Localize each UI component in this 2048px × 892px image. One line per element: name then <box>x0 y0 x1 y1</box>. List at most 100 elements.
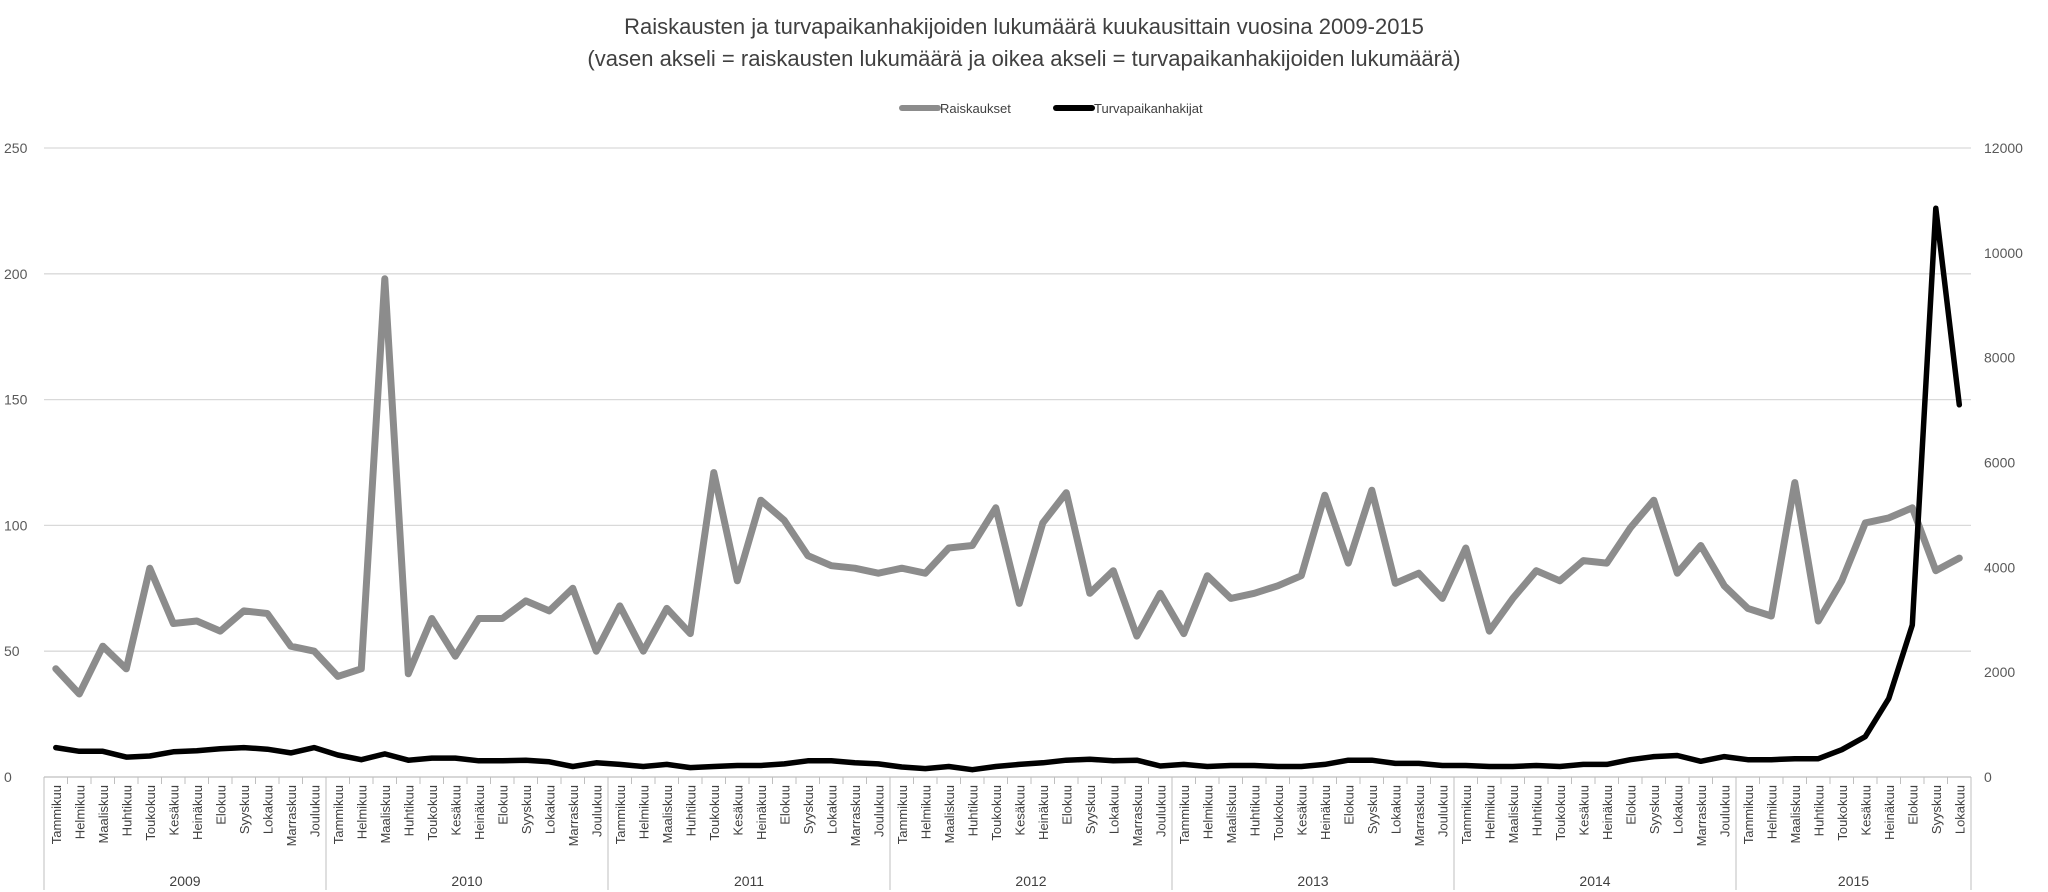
x-month-label: Tammikuu <box>49 785 64 844</box>
x-month-label: Tammikuu <box>613 785 628 844</box>
x-month-label: Helmikuu <box>636 785 651 839</box>
x-month-label: Heinäkuu <box>190 785 205 840</box>
x-month-label: Helmikuu <box>918 785 933 839</box>
y-right-tick-label: 8000 <box>1984 350 2015 366</box>
x-year-label: 2015 <box>1838 873 1869 889</box>
x-month-label: Helmikuu <box>72 785 87 839</box>
x-month-label: Syyskuu <box>1929 785 1944 834</box>
y-right-tick-label: 10000 <box>1984 245 2023 261</box>
x-month-label: Lokakuu <box>1388 785 1403 834</box>
y-left-tick-label: 200 <box>4 266 28 282</box>
x-year-label: 2013 <box>1297 873 1328 889</box>
x-month-label: Maaliskuu <box>942 785 957 844</box>
x-year-label: 2010 <box>451 873 482 889</box>
x-month-label: Toukokuu <box>143 785 158 841</box>
x-month-label: Kesäkuu <box>1294 785 1309 836</box>
x-month-label: Tammikuu <box>1459 785 1474 844</box>
x-month-label: Helmikuu <box>354 785 369 839</box>
x-month-label: Syyskuu <box>1647 785 1662 834</box>
x-month-label: Helmikuu <box>1482 785 1497 839</box>
x-year-label: 2012 <box>1015 873 1046 889</box>
x-month-label: Kesäkuu <box>448 785 463 836</box>
x-month-label: Tammikuu <box>331 785 346 844</box>
x-month-label: Kesäkuu <box>1576 785 1591 836</box>
x-month-label: Huhtikuu <box>119 785 134 836</box>
x-month-label: Heinäkuu <box>1882 785 1897 840</box>
y-left-tick-label: 100 <box>4 517 28 533</box>
x-month-label: Marraskuu <box>1694 785 1709 846</box>
x-year-label: 2014 <box>1579 873 1610 889</box>
x-month-label: Lokakuu <box>824 785 839 834</box>
x-month-label: Syyskuu <box>1365 785 1380 834</box>
x-month-label: Kesäkuu <box>730 785 745 836</box>
x-month-label: Toukokuu <box>425 785 440 841</box>
x-year-label: 2009 <box>169 873 200 889</box>
x-month-label: Toukokuu <box>1835 785 1850 841</box>
x-month-label: Elokuu <box>777 785 792 825</box>
y-left-tick-label: 250 <box>4 140 28 156</box>
y-right-tick-label: 6000 <box>1984 455 2015 471</box>
x-month-label: Heinäkuu <box>472 785 487 840</box>
x-month-label: Elokuu <box>1623 785 1638 825</box>
x-month-label: Tammikuu <box>895 785 910 844</box>
x-month-label: Kesäkuu <box>166 785 181 836</box>
x-month-label: Syyskuu <box>801 785 816 834</box>
x-month-label: Lokakuu <box>1106 785 1121 834</box>
x-month-label: Lokakuu <box>1952 785 1967 834</box>
x-month-label: Heinäkuu <box>1600 785 1615 840</box>
x-month-label: Huhtikuu <box>1529 785 1544 836</box>
x-month-label: Maaliskuu <box>1506 785 1521 844</box>
x-month-label: Toukokuu <box>1271 785 1286 841</box>
x-month-label: Heinäkuu <box>1318 785 1333 840</box>
x-month-label: Lokakuu <box>260 785 275 834</box>
x-month-label: Syyskuu <box>1083 785 1098 834</box>
x-month-label: Tammikuu <box>1177 785 1192 844</box>
y-right-tick-label: 0 <box>1984 769 1992 785</box>
x-month-label: Heinäkuu <box>754 785 769 840</box>
x-month-label: Marraskuu <box>284 785 299 846</box>
x-month-label: Huhtikuu <box>1811 785 1826 836</box>
x-month-label: Elokuu <box>1905 785 1920 825</box>
x-month-label: Marraskuu <box>566 785 581 846</box>
x-month-label: Marraskuu <box>848 785 863 846</box>
x-month-label: Marraskuu <box>1130 785 1145 846</box>
x-month-label: Maaliskuu <box>1224 785 1239 844</box>
y-left-tick-label: 50 <box>4 643 20 659</box>
x-month-label: Joulukuu <box>871 785 886 837</box>
x-month-label: Kesäkuu <box>1012 785 1027 836</box>
x-month-label: Toukokuu <box>707 785 722 841</box>
x-month-label: Joulukuu <box>1717 785 1732 837</box>
x-year-label: 2011 <box>734 873 764 889</box>
x-month-label: Joulukuu <box>1153 785 1168 837</box>
y-left-tick-label: 0 <box>4 769 12 785</box>
x-month-label: Joulukuu <box>1435 785 1450 837</box>
x-month-label: Maaliskuu <box>378 785 393 844</box>
legend-label: Raiskaukset <box>940 101 1011 116</box>
x-month-label: Huhtikuu <box>401 785 416 836</box>
x-month-label: Huhtikuu <box>683 785 698 836</box>
x-month-label: Maaliskuu <box>96 785 111 844</box>
y-right-tick-label: 12000 <box>1984 140 2023 156</box>
series-line-raiskaukset <box>52 275 1963 698</box>
x-month-label: Helmikuu <box>1764 785 1779 839</box>
y-right-tick-label: 4000 <box>1984 559 2015 575</box>
x-month-label: Elokuu <box>1059 785 1074 825</box>
x-month-label: Maaliskuu <box>1788 785 1803 844</box>
x-month-label: Lokakuu <box>542 785 557 834</box>
x-month-label: Helmikuu <box>1200 785 1215 839</box>
x-month-label: Huhtikuu <box>1247 785 1262 836</box>
x-month-label: Heinäkuu <box>1036 785 1051 840</box>
x-month-label: Huhtikuu <box>965 785 980 836</box>
x-month-label: Kesäkuu <box>1858 785 1873 836</box>
x-month-label: Joulukuu <box>589 785 604 837</box>
x-month-label: Marraskuu <box>1412 785 1427 846</box>
chart-subtitle: (vasen akseli = raiskausten lukumäärä ja… <box>587 46 1461 71</box>
x-month-label: Elokuu <box>495 785 510 825</box>
x-month-label: Syyskuu <box>237 785 252 834</box>
x-month-label: Syyskuu <box>519 785 534 834</box>
legend-label: Turvapaikanhakijat <box>1094 101 1203 116</box>
x-month-label: Elokuu <box>1341 785 1356 825</box>
x-month-label: Elokuu <box>213 785 228 825</box>
x-month-label: Lokakuu <box>1670 785 1685 834</box>
